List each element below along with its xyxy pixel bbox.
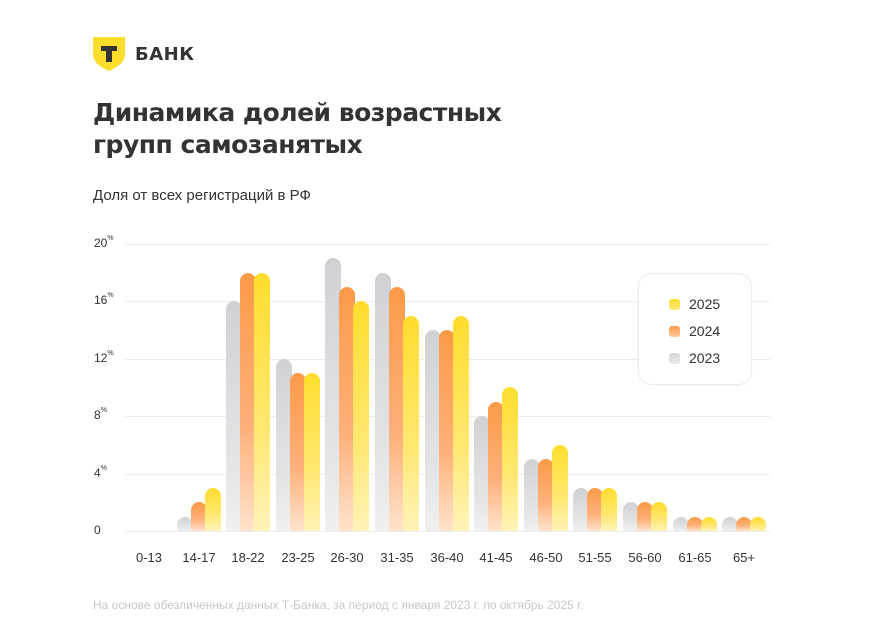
bar-2024-46-50 (538, 459, 554, 531)
x-tick-label: 14-17 (182, 550, 216, 565)
bar-2024-14-17 (191, 502, 207, 531)
y-tick-label: 4% (94, 465, 107, 480)
chart-legend: 2025 2024 2023 (638, 273, 752, 385)
bar-2023-51-55 (573, 488, 589, 531)
bar-2023-31-35 (375, 273, 391, 531)
bar-2024-51-55 (587, 488, 603, 531)
bar-2024-61-65 (687, 517, 703, 531)
x-tick-label: 61-65 (678, 550, 712, 565)
x-tick-label: 26-30 (330, 550, 364, 565)
x-tick-label: 46-50 (529, 550, 563, 565)
legend-item-2025: 2025 (669, 296, 720, 312)
x-tick-label: 0-13 (135, 550, 163, 565)
chart-subtitle: Доля от всех регистраций в РФ (93, 187, 311, 204)
bar-2025-18-22 (254, 273, 270, 531)
gridline (125, 531, 770, 532)
bar-2023-14-17 (177, 517, 193, 531)
y-tick-label: 12% (94, 350, 114, 365)
title-line-1: Динамика долей возрастных (93, 98, 502, 127)
bar-2025-23-25 (304, 373, 320, 531)
bar-2024-23-25 (290, 373, 306, 531)
bar-2023-26-30 (325, 258, 341, 531)
x-tick-label: 36-40 (430, 550, 464, 565)
bar-2025-14-17 (205, 488, 221, 531)
bar-2024-18-22 (240, 273, 256, 531)
gridline (125, 301, 770, 302)
bar-2023-41-45 (474, 416, 490, 531)
chart-title: Динамика долей возрастных групп самозаня… (93, 97, 593, 161)
x-tick-label: 18-22 (231, 550, 265, 565)
x-tick-label: 56-60 (628, 550, 662, 565)
bar-2024-26-30 (339, 287, 355, 531)
tbank-logo: БАНК (93, 37, 194, 71)
bar-2023-23-25 (276, 359, 292, 531)
y-tick-label: 16% (94, 292, 114, 307)
gridline (125, 244, 770, 245)
legend-item-2024: 2024 (669, 323, 720, 339)
bar-2024-56-60 (637, 502, 653, 531)
bar-2025-41-45 (502, 387, 518, 531)
legend-label: 2024 (689, 323, 721, 339)
bar-2023-65+ (722, 517, 738, 531)
legend-swatch-2023 (669, 352, 680, 364)
bar-2025-46-50 (552, 445, 568, 531)
y-tick-label: 8% (94, 407, 107, 422)
x-tick-label: 65+ (732, 550, 756, 565)
legend-item-2023: 2023 (669, 350, 720, 366)
bar-2023-46-50 (524, 459, 540, 531)
bar-2023-56-60 (623, 502, 639, 531)
bar-2025-56-60 (651, 502, 667, 531)
bar-2025-61-65 (701, 517, 717, 531)
bar-2023-18-22 (226, 301, 242, 531)
x-tick-label: 31-35 (380, 550, 414, 565)
bar-2023-36-40 (425, 330, 441, 531)
bar-2024-36-40 (439, 330, 455, 531)
legend-swatch-2025 (669, 298, 680, 310)
title-line-2: групп самозанятых (93, 130, 363, 159)
y-tick-label: 20% (94, 235, 114, 250)
bar-2025-26-30 (353, 301, 369, 531)
y-tick-label: 0 (94, 523, 101, 537)
bar-2025-36-40 (453, 316, 469, 531)
legend-swatch-2024 (669, 325, 680, 337)
x-tick-label: 51-55 (578, 550, 612, 565)
legend-label: 2025 (689, 296, 721, 312)
brand-name: БАНК (135, 43, 195, 65)
bar-2025-51-55 (601, 488, 617, 531)
shield-logo-icon (93, 37, 125, 71)
source-note: На основе обезличенных данных Т-Банка, з… (93, 598, 584, 612)
bar-2025-65+ (750, 517, 766, 531)
bar-2024-65+ (736, 517, 752, 531)
legend-label: 2023 (689, 350, 721, 366)
bar-2024-31-35 (389, 287, 405, 531)
bar-2023-61-65 (673, 517, 689, 531)
x-tick-label: 23-25 (281, 550, 315, 565)
x-tick-label: 41-45 (479, 550, 513, 565)
bar-2025-31-35 (403, 316, 419, 531)
bar-2024-41-45 (488, 402, 504, 531)
